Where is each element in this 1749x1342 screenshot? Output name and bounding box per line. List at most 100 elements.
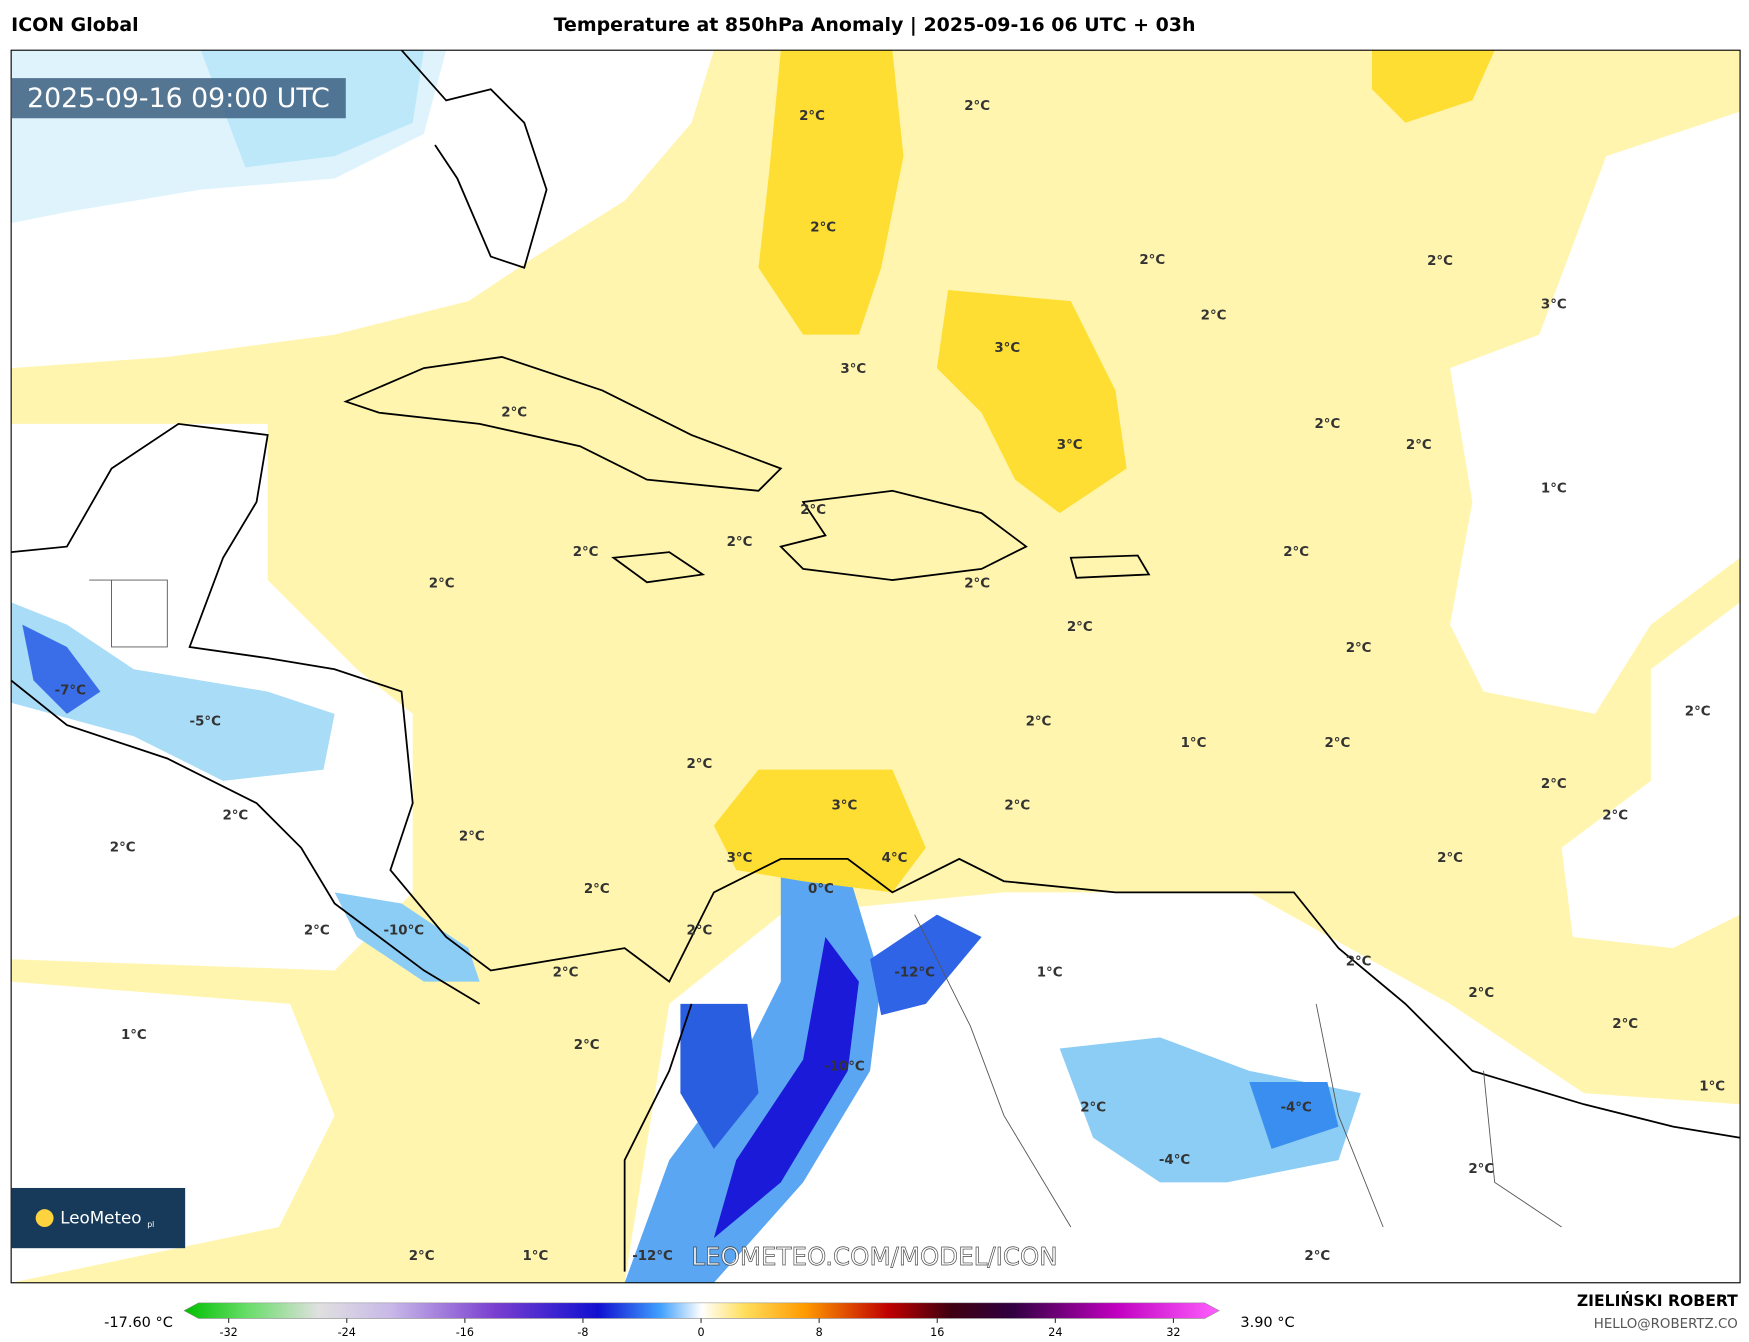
contour-label: 2°C [1406, 438, 1432, 453]
borders [89, 579, 1562, 1228]
cold-area [22, 624, 101, 714]
model-name: ICON Global [11, 14, 138, 36]
contour-label: 2°C [304, 923, 330, 938]
contour-label: 2°C [429, 576, 455, 591]
contour-label: 2°C [574, 1038, 600, 1053]
cold-area [870, 914, 982, 1016]
contour-label: 2°C [686, 923, 712, 938]
contour-label: 2°C [1026, 715, 1052, 730]
contour-label: 1°C [121, 1028, 147, 1043]
author: ZIELIŃSKI ROBERT [1577, 1291, 1738, 1310]
contour-label: 2°C [573, 545, 599, 560]
contour-label: 2°C [1201, 309, 1227, 324]
contour-label: 2°C [800, 503, 826, 518]
colorbar-tick-label: -16 [456, 1326, 474, 1338]
contour-label: 2°C [1468, 986, 1494, 1001]
neutral-area [1450, 111, 1741, 714]
neutral-area [1561, 602, 1741, 949]
contour-label: -4°C [1280, 1101, 1311, 1116]
contour-label: 2°C [1080, 1101, 1106, 1116]
warm-area [713, 769, 926, 893]
contour-label: -7°C [55, 683, 86, 698]
contour-label: 2°C [1468, 1162, 1494, 1177]
cool-area [11, 602, 335, 781]
colorbar [183, 1302, 1220, 1319]
contour-label: 4°C [882, 851, 908, 866]
contour-label: 2°C [1427, 254, 1453, 269]
very-cold-area [680, 1003, 759, 1149]
contour-label: 1°C [1541, 482, 1567, 497]
contour-label: 1°C [1699, 1079, 1725, 1094]
contour-label: 0°C [808, 882, 834, 897]
contour-label: 2°C [1541, 777, 1567, 792]
contour-label: 2°C [501, 406, 527, 421]
map-field [11, 50, 1741, 1283]
contour-label: 1°C [1037, 966, 1063, 981]
colorbar-ticks: -32 -24 -16 -8 0 8 16 24 32 [220, 1318, 1181, 1339]
contour-label: 2°C [222, 808, 248, 823]
colorbar-tick-label: -32 [220, 1326, 238, 1338]
contour-label: 3°C [831, 798, 857, 813]
contour-label: 2°C [1685, 705, 1711, 720]
contour-label: -10°C [383, 923, 424, 938]
contour-label: -12°C [894, 966, 935, 981]
warm-area [758, 50, 904, 335]
contour-label: 2°C [1304, 1249, 1330, 1264]
contour-label: 2°C [409, 1249, 435, 1264]
map-title: Temperature at 850hPa Anomaly | 2025-09-… [554, 14, 1196, 36]
contour-label: 2°C [553, 966, 579, 981]
contour-label: -5°C [190, 715, 221, 730]
colorbar-tick-label: -24 [338, 1326, 356, 1338]
warm-area [1371, 50, 1495, 123]
watermark: LEOMETEO.COM/MODEL/ICON [691, 1242, 1057, 1271]
colorbar-tick-label: 24 [1048, 1326, 1062, 1338]
warm-area [936, 290, 1127, 514]
contour-label: 1°C [1181, 736, 1207, 751]
contour-label: 3°C [994, 341, 1020, 356]
contour-label: 1°C [523, 1249, 549, 1264]
coastlines [11, 50, 1741, 1272]
timestamp-box [11, 78, 346, 119]
colorbar-tick-label: 32 [1166, 1326, 1180, 1338]
contour-label: 2°C [584, 882, 610, 897]
contour-label: -12°C [632, 1249, 673, 1264]
contour-label: 2°C [1612, 1017, 1638, 1032]
contour-label: 2°C [1437, 851, 1463, 866]
contour-label: 3°C [1057, 438, 1083, 453]
contour-label: -10°C [824, 1059, 865, 1074]
email: HELLO@ROBERTZ.CO [1594, 1317, 1738, 1332]
colorbar-tick-label: 8 [816, 1326, 823, 1338]
contour-label: 2°C [1346, 641, 1372, 656]
contour-label: 3°C [840, 362, 866, 377]
contour-label: 2°C [1283, 545, 1309, 560]
contour-label: 2°C [459, 830, 485, 845]
very-cold-area [713, 936, 859, 1239]
colorbar-tick-label: 16 [930, 1326, 944, 1338]
contour-label: 2°C [1067, 620, 1093, 635]
contour-label: 2°C [1139, 253, 1165, 268]
contour-label: 2°C [1004, 798, 1030, 813]
timestamp: 2025-09-16 09:00 UTC [27, 83, 330, 114]
contour-label: 2°C [110, 841, 136, 856]
colorbar-max: 3.90 °C [1240, 1315, 1294, 1331]
colorbar-min: -17.60 °C [104, 1315, 173, 1331]
cool-area [1059, 1037, 1361, 1183]
contour-label: 2°C [1602, 808, 1628, 823]
contour-label: 2°C [727, 535, 753, 550]
contour-label: 2°C [1324, 736, 1350, 751]
contour-label: -4°C [1159, 1153, 1190, 1168]
logo-sun [35, 1209, 54, 1227]
cool-area [334, 892, 480, 982]
logo-name: LeoMeteo [60, 1208, 141, 1228]
colorbar-tick-label: -8 [577, 1326, 588, 1338]
contour-label: 2°C [964, 576, 990, 591]
colorbar-tick-label: 0 [698, 1326, 705, 1338]
contour-label: 3°C [727, 851, 753, 866]
cold-area [1249, 1081, 1339, 1149]
contour-label: 2°C [964, 99, 990, 114]
contour-labels: 2°C 2°C 2°C 2°C 2°C 3°C 2°C 3°C 3°C 2°C 3°C 2°C 2°C 1… [55, 99, 1726, 1264]
contour-label: 2°C [1314, 417, 1340, 432]
contour-label: 2°C [799, 109, 825, 124]
